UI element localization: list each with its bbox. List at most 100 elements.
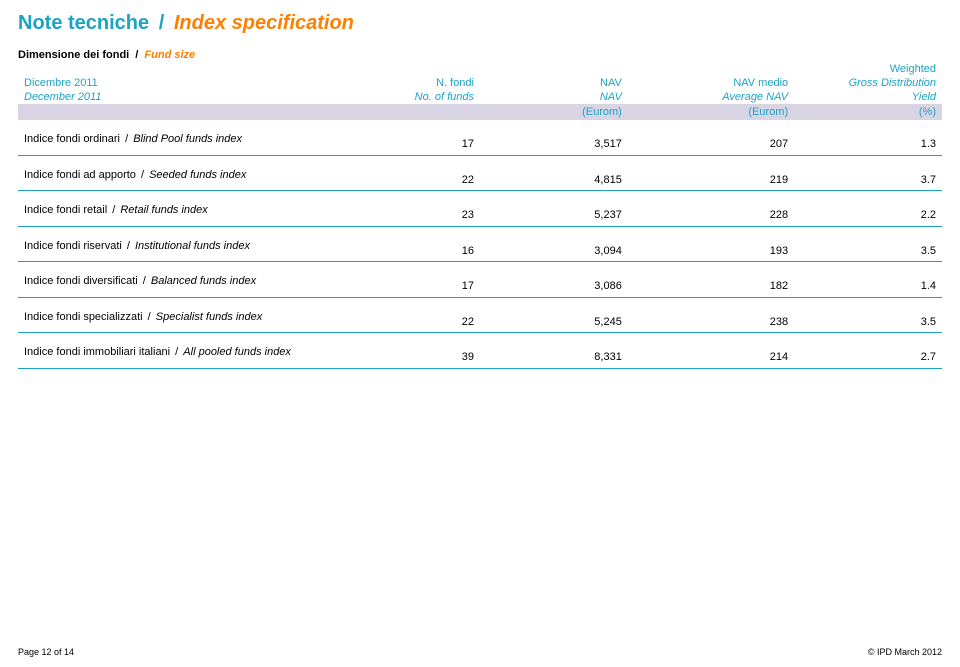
row-label-sep: /	[107, 204, 120, 216]
row-label-en: Retail funds index	[120, 204, 207, 216]
cell-nav: 4,815	[480, 174, 628, 190]
table-row: Indice fondi ad apporto / Seeded funds i…	[18, 155, 942, 174]
cell-n: 23	[369, 209, 480, 225]
units-nfunds	[369, 104, 480, 120]
header-col-yield-en: Gross Distribution	[849, 77, 936, 89]
row-label-sep: /	[143, 311, 156, 323]
cell-avg: 182	[628, 280, 794, 296]
cell-nav: 3,517	[480, 138, 628, 154]
subheading-sep: /	[132, 49, 141, 61]
header-period: Dicembre 2011 December 2011	[18, 63, 369, 104]
cell-yield: 1.3	[794, 138, 942, 154]
row-label-it: Indice fondi specializzati	[24, 311, 143, 323]
subheading-en: Fund size	[144, 49, 195, 61]
cell-nav: 5,245	[480, 316, 628, 332]
subheading-it: Dimensione dei fondi	[18, 49, 129, 61]
header-col-nav-en: NAV	[600, 91, 622, 103]
cell-yield: 1.4	[794, 280, 942, 296]
header-col-avgnav-en: Average NAV	[722, 91, 788, 103]
header-period-it: Dicembre 2011	[24, 77, 98, 89]
table-row: Indice fondi specializzati / Specialist …	[18, 297, 942, 316]
units-yield: (%)	[794, 104, 942, 120]
row-divider	[18, 367, 942, 368]
header-col-yield-en2: Yield	[912, 91, 936, 103]
cell-n: 22	[369, 316, 480, 332]
header-col-nfunds-it: N. fondi	[436, 77, 474, 89]
cell-n: 17	[369, 280, 480, 296]
cell-yield: 3.5	[794, 245, 942, 261]
page-title: Note tecniche / Index specification	[18, 12, 942, 35]
footer-right: © IPD March 2012	[868, 647, 942, 657]
units-nav: (Eurom)	[480, 104, 628, 120]
cell-n: 39	[369, 351, 480, 367]
title-en: Index specification	[174, 12, 354, 34]
cell-avg: 193	[628, 245, 794, 261]
header-col-yield: Weighted Gross Distribution Yield	[794, 63, 942, 104]
cell-nav: 3,086	[480, 280, 628, 296]
cell-avg: 219	[628, 174, 794, 190]
row-label-en: All pooled funds index	[183, 346, 291, 358]
fund-size-table: Dicembre 2011 December 2011 N. fondi No.…	[18, 63, 942, 369]
footer-left: Page 12 of 14	[18, 647, 74, 657]
row-label: Indice fondi immobiliari italiani / All …	[18, 333, 369, 368]
cell-yield: 2.7	[794, 351, 942, 367]
row-label: Indice fondi retail / Retail funds index	[18, 191, 369, 226]
row-label-en: Blind Pool funds index	[133, 133, 242, 145]
cell-nav: 8,331	[480, 351, 628, 367]
cell-n: 22	[369, 174, 480, 190]
row-label-sep: /	[138, 275, 151, 287]
row-label-sep: /	[170, 346, 183, 358]
table-row: Indice fondi immobiliari italiani / All …	[18, 333, 942, 352]
row-label: Indice fondi specializzati / Specialist …	[18, 297, 369, 332]
cell-yield: 3.7	[794, 174, 942, 190]
row-label-it: Indice fondi retail	[24, 204, 107, 216]
header-col-nfunds-en: No. of funds	[415, 91, 474, 103]
table-body: Indice fondi ordinari / Blind Pool funds…	[18, 120, 942, 368]
row-label-sep: /	[120, 133, 133, 145]
header-col-nav-it: NAV	[600, 77, 622, 89]
row-label-sep: /	[136, 169, 149, 181]
cell-yield: 2.2	[794, 209, 942, 225]
table-units-row: (Eurom) (Eurom) (%)	[18, 104, 942, 120]
row-label-it: Indice fondi diversificati	[24, 275, 138, 287]
row-label: Indice fondi diversificati / Balanced fu…	[18, 262, 369, 297]
row-label-en: Specialist funds index	[156, 311, 262, 323]
row-label-it: Indice fondi immobiliari italiani	[24, 346, 170, 358]
cell-avg: 207	[628, 138, 794, 154]
cell-avg: 238	[628, 316, 794, 332]
cell-avg: 214	[628, 351, 794, 367]
row-label: Indice fondi ordinari / Blind Pool funds…	[18, 120, 369, 154]
subheading: Dimensione dei fondi / Fund size	[18, 49, 942, 61]
row-label-en: Seeded funds index	[149, 169, 246, 181]
table-row: Indice fondi retail / Retail funds index	[18, 191, 942, 210]
table-row: Indice fondi diversificati / Balanced fu…	[18, 262, 942, 281]
row-label: Indice fondi riservati / Institutional f…	[18, 226, 369, 261]
units-blank	[18, 104, 369, 120]
cell-nav: 5,237	[480, 209, 628, 225]
row-label-it: Indice fondi ad apporto	[24, 169, 136, 181]
header-col-nav: NAV NAV	[480, 63, 628, 104]
row-label-en: Balanced funds index	[151, 275, 256, 287]
page-footer: Page 12 of 14 © IPD March 2012	[18, 647, 942, 657]
header-col-nfunds: N. fondi No. of funds	[369, 63, 480, 104]
header-col-yield-it: Weighted	[890, 63, 936, 75]
title-it: Note tecniche	[18, 12, 149, 34]
cell-n: 16	[369, 245, 480, 261]
table-header-row-1: Dicembre 2011 December 2011 N. fondi No.…	[18, 63, 942, 104]
table-row: Indice fondi riservati / Institutional f…	[18, 226, 942, 245]
header-period-en: December 2011	[24, 91, 101, 103]
row-label-sep: /	[122, 240, 135, 252]
table-row: Indice fondi ordinari / Blind Pool funds…	[18, 120, 942, 138]
row-label: Indice fondi ad apporto / Seeded funds i…	[18, 155, 369, 190]
row-label-it: Indice fondi ordinari	[24, 133, 120, 145]
units-avgnav: (Eurom)	[628, 104, 794, 120]
cell-n: 17	[369, 138, 480, 154]
cell-nav: 3,094	[480, 245, 628, 261]
header-col-avgnav: NAV medio Average NAV	[628, 63, 794, 104]
cell-avg: 228	[628, 209, 794, 225]
header-col-avgnav-it: NAV medio	[733, 77, 788, 89]
cell-yield: 3.5	[794, 316, 942, 332]
row-label-en: Institutional funds index	[135, 240, 250, 252]
row-label-it: Indice fondi riservati	[24, 240, 122, 252]
title-sep: /	[155, 12, 169, 34]
